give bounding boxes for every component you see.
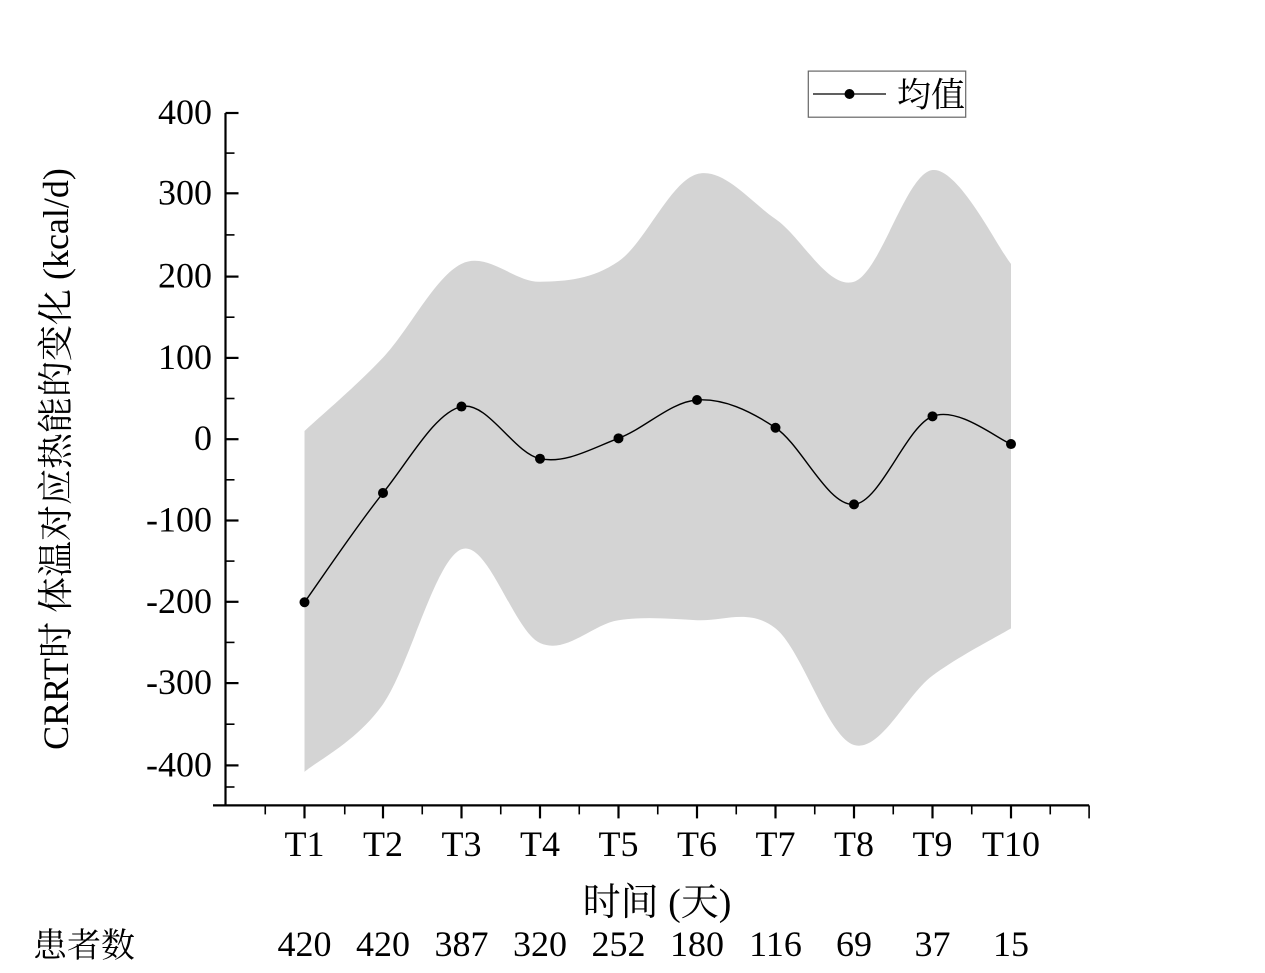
svg-text:CRRT时 体温对应热能的变化 (kcal/d): CRRT时 体温对应热能的变化 (kcal/d) xyxy=(36,168,76,750)
svg-text:T8: T8 xyxy=(834,824,874,864)
svg-text:T10: T10 xyxy=(982,824,1040,864)
svg-text:-100: -100 xyxy=(146,500,212,540)
svg-text:15: 15 xyxy=(993,924,1029,964)
svg-text:387: 387 xyxy=(435,924,489,964)
svg-text:100: 100 xyxy=(158,337,212,377)
svg-text:200: 200 xyxy=(158,256,212,296)
svg-text:均值: 均值 xyxy=(897,77,965,115)
svg-text:252: 252 xyxy=(592,924,646,964)
svg-text:37: 37 xyxy=(915,924,951,964)
svg-text:300: 300 xyxy=(158,172,212,212)
svg-text:420: 420 xyxy=(356,924,410,964)
svg-text:0: 0 xyxy=(194,418,212,458)
svg-text:-400: -400 xyxy=(146,744,212,784)
svg-text:时间 (天): 时间 (天) xyxy=(583,882,732,924)
svg-text:T4: T4 xyxy=(520,824,560,864)
svg-text:T2: T2 xyxy=(363,824,403,864)
svg-text:T3: T3 xyxy=(442,824,482,864)
svg-text:320: 320 xyxy=(513,924,567,964)
svg-text:患者数: 患者数 xyxy=(33,927,135,965)
svg-text:T7: T7 xyxy=(756,824,796,864)
svg-text:400: 400 xyxy=(158,92,212,132)
svg-text:-300: -300 xyxy=(146,662,212,702)
svg-text:-200: -200 xyxy=(146,581,212,621)
svg-text:T1: T1 xyxy=(285,824,325,864)
svg-text:T6: T6 xyxy=(677,824,717,864)
svg-text:116: 116 xyxy=(749,924,802,964)
svg-text:T9: T9 xyxy=(913,824,953,864)
svg-text:180: 180 xyxy=(670,924,724,964)
svg-text:420: 420 xyxy=(278,924,332,964)
svg-text:T5: T5 xyxy=(599,824,639,864)
svg-text:69: 69 xyxy=(836,924,872,964)
